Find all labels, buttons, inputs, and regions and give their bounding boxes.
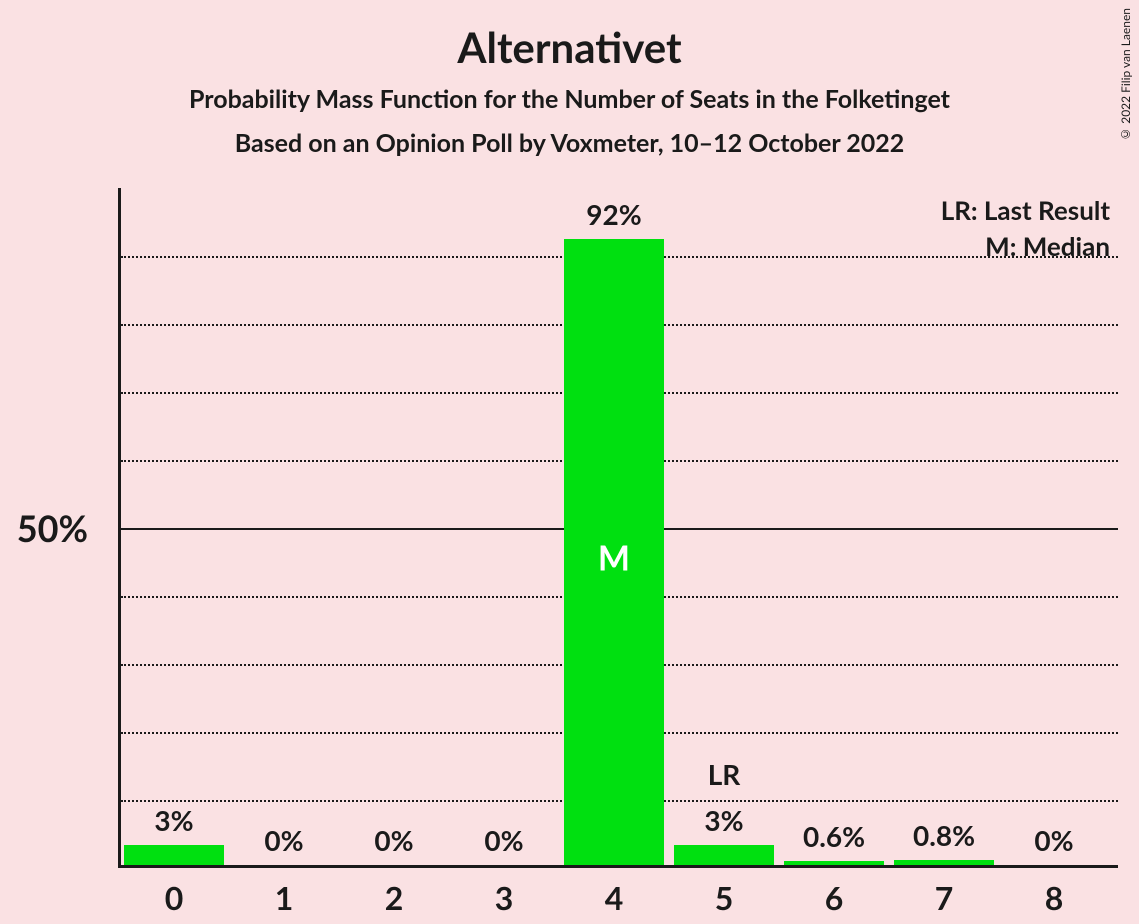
x-tick-label-3: 3	[495, 878, 514, 917]
bar-value-label-1: 0%	[264, 823, 303, 857]
bar-value-label-4: 92%	[586, 197, 641, 231]
median-marker: M	[598, 538, 630, 579]
chart-subtitle-1: Probability Mass Function for the Number…	[0, 84, 1139, 114]
legend-lr: LR: Last Result	[941, 194, 1110, 226]
legend-m: M: Median	[985, 230, 1110, 262]
x-tick-label-7: 7	[935, 878, 954, 917]
bar-value-label-6: 0.6%	[803, 819, 865, 853]
chart-subtitle-2: Based on an Opinion Poll by Voxmeter, 10…	[0, 128, 1139, 158]
bar-5	[674, 845, 774, 865]
copyright-text: © 2022 Filip van Laenen	[1118, 8, 1133, 142]
last-result-marker: LR	[708, 757, 741, 791]
x-tick-label-0: 0	[165, 878, 184, 917]
x-tick-label-8: 8	[1045, 878, 1064, 917]
chart-title: Alternativet	[0, 0, 1139, 72]
bar-value-label-5: 3%	[704, 803, 743, 837]
x-tick-label-4: 4	[605, 878, 624, 917]
x-tick-label-5: 5	[715, 878, 734, 917]
bar-value-label-7: 0.8%	[913, 818, 975, 852]
bar-value-label-0: 3%	[154, 803, 193, 837]
bar-0	[124, 845, 224, 865]
y-tick-label-50: 50%	[17, 506, 88, 550]
x-tick-label-6: 6	[825, 878, 844, 917]
bar-value-label-3: 0%	[484, 823, 523, 857]
plot-area: 50%3%00%10%20%392%M4LR3%50.6%60.8%70%8	[118, 188, 1118, 868]
bar-6	[784, 861, 884, 865]
x-tick-label-2: 2	[385, 878, 404, 917]
bar-value-label-8: 0%	[1034, 823, 1073, 857]
x-axis	[118, 865, 1118, 868]
chart-area: 50%3%00%10%20%392%M4LR3%50.6%60.8%70%8 L…	[118, 188, 1118, 868]
bar-7	[894, 860, 994, 865]
bar-value-label-2: 0%	[374, 823, 413, 857]
x-tick-label-1: 1	[275, 878, 294, 917]
